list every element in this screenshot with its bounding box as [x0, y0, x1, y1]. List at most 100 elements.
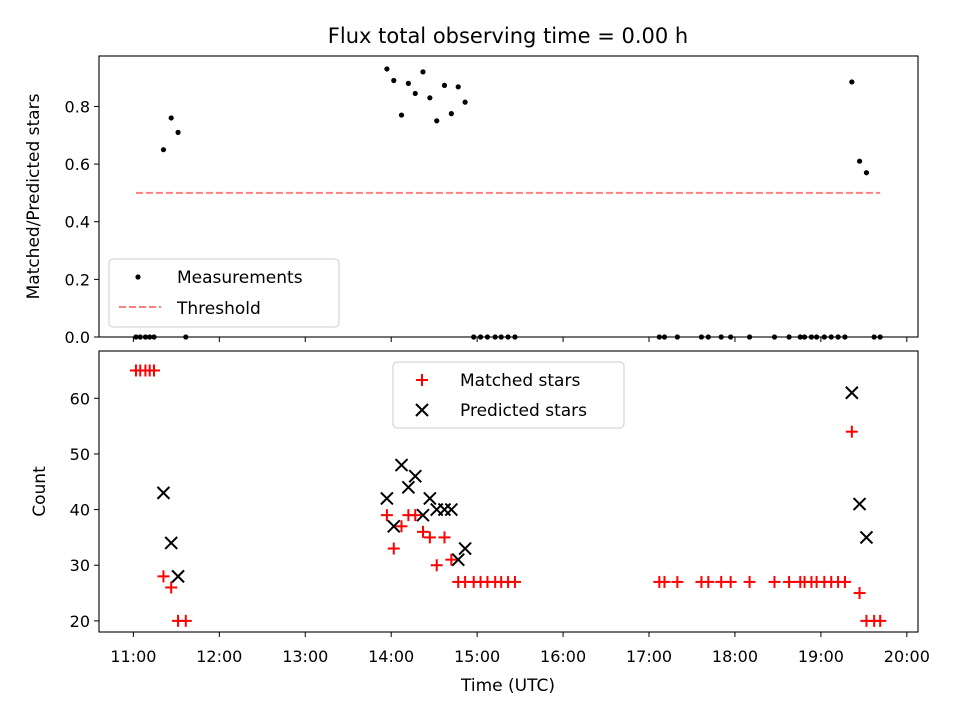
- top-legend-box: [108, 258, 340, 328]
- predicted-stars-point: [380, 491, 394, 506]
- matched-stars-point: [165, 581, 178, 594]
- x-tick-label: 14:00: [368, 647, 414, 666]
- y-tick-label: 0.8: [65, 97, 90, 116]
- matched-stars-point: [702, 575, 715, 588]
- measurements-point: [175, 129, 181, 135]
- measurements-point: [405, 80, 411, 86]
- measurements-point: [863, 170, 870, 176]
- top-tick-layer: 0.0 0.2 0.4 0.6 0.8: [65, 97, 908, 347]
- predicted-stars-point: [458, 541, 472, 556]
- y-tick-label: 50: [70, 445, 90, 464]
- predicted-stars-point: [156, 486, 171, 500]
- predicted-stars-point: [859, 530, 874, 545]
- bottom-axes-frame: [98, 350, 919, 633]
- matched-stars-point: [438, 531, 451, 544]
- legend-marker-predicted-stars: [415, 403, 429, 417]
- y-tick-label: 0.4: [65, 213, 90, 232]
- y-tick-label: 60: [70, 389, 90, 408]
- top-y-axis-label: Matched/Predicted stars: [24, 93, 44, 299]
- x-axis-label: Time (UTC): [460, 676, 555, 696]
- predicted-stars-point: [164, 536, 178, 550]
- y-tick-label: 0.2: [65, 270, 90, 289]
- measurements-point: [434, 118, 440, 124]
- matched-stars-point: [409, 509, 422, 522]
- predicted-stars-point: [852, 497, 867, 511]
- x-tick-label: 11:00: [110, 647, 156, 666]
- bottom-legend-box: [392, 361, 625, 429]
- bottom-axes: 20 30 40 50 60 11:00 12:00 13:00 14:00 15:00 16:00…: [30, 350, 930, 696]
- bottom-tick-layer: 20 30 40 50 60 11:00 12:00 13:00 14:00 15:00 16:00…: [70, 389, 930, 666]
- legend-label-measurements: Measurements: [177, 268, 303, 288]
- top-legend: Measurements Threshold: [108, 258, 340, 328]
- matched-stars-point: [445, 553, 458, 566]
- y-tick-label: 0.0: [65, 328, 90, 347]
- matched-stars-point: [853, 587, 866, 600]
- matched-stars-point: [508, 575, 521, 588]
- measurements-point: [420, 69, 426, 75]
- x-tick-label: 13:00: [282, 647, 328, 666]
- measurements-point: [412, 90, 418, 97]
- x-tick-label: 19:00: [798, 647, 844, 666]
- top-axes: 0.00.20.40.60.8 Matched/Predicted stars …: [24, 55, 919, 347]
- x-tick-label: 15:00: [454, 647, 500, 666]
- y-tick-label: 30: [70, 556, 90, 575]
- bottom-y-axis-label: Count: [30, 466, 50, 517]
- matched-stars-point: [743, 575, 756, 588]
- y-tick-label: 0.6: [65, 155, 90, 174]
- matched-stars-point: [768, 575, 781, 588]
- matched-stars-point: [157, 570, 170, 583]
- predicted-stars-point: [387, 519, 401, 533]
- predicted-stars-point: [171, 569, 185, 584]
- matched-stars-point: [838, 575, 851, 588]
- predicted-stars-point: [394, 458, 409, 472]
- measurements-point: [462, 99, 468, 105]
- matched-stars-point: [845, 425, 858, 438]
- top-axes-frame: [98, 55, 919, 338]
- x-tick-label: 18:00: [712, 647, 758, 666]
- measurements-point: [849, 79, 855, 85]
- legend-label-predicted-stars: Predicted stars: [460, 401, 587, 421]
- measurements-point: [856, 158, 863, 164]
- legend-label-matched-stars: Matched stars: [460, 371, 580, 391]
- legend-label-threshold: Threshold: [176, 299, 261, 319]
- matched-stars-point: [387, 542, 400, 555]
- matched-stars-point: [395, 520, 408, 533]
- y-tick-label: 20: [70, 612, 90, 631]
- matched-stars-point: [416, 525, 429, 538]
- x-tick-label: 20:00: [884, 647, 930, 666]
- predicted-stars-point: [845, 386, 859, 400]
- x-tick-label: 17:00: [626, 647, 672, 666]
- predicted-stars-point: [408, 469, 422, 483]
- matched-stars-point: [671, 575, 684, 588]
- chart-title: Flux total observing time = 0.00 h: [328, 24, 688, 48]
- measurements-point: [398, 112, 405, 118]
- matched-stars-point: [783, 575, 796, 588]
- matched-stars-point: [423, 531, 436, 544]
- measurements-point: [448, 111, 454, 117]
- matched-stars-point: [874, 614, 887, 627]
- measurements-point: [455, 84, 461, 90]
- measurements-point: [427, 95, 433, 101]
- matched-stars-point: [724, 575, 737, 588]
- x-tick-label: 16:00: [540, 647, 586, 666]
- bottom-legend: Matched stars Predicted stars: [392, 361, 625, 429]
- measurements-point: [391, 77, 397, 84]
- matched-stars-point: [179, 614, 192, 627]
- predicted-stars-point: [416, 508, 430, 522]
- measurements-point: [160, 147, 167, 153]
- predicted-stars-point: [451, 552, 465, 567]
- matched-stars-point: [430, 559, 443, 572]
- predicted-stars-point: [444, 502, 459, 517]
- predicted-stars-point: [401, 480, 416, 495]
- x-tick-label: 12:00: [196, 647, 242, 666]
- matched-stars-point: [148, 364, 161, 377]
- measurements-point: [384, 66, 390, 72]
- predicted-stars-point: [423, 491, 437, 506]
- matched-stars-point: [380, 509, 393, 522]
- measurements-point: [441, 82, 448, 88]
- bottom-data-layer: [129, 364, 887, 627]
- matched-stars-point: [658, 575, 671, 588]
- y-tick-label: 40: [70, 501, 90, 520]
- legend-marker-measurements: [135, 274, 141, 280]
